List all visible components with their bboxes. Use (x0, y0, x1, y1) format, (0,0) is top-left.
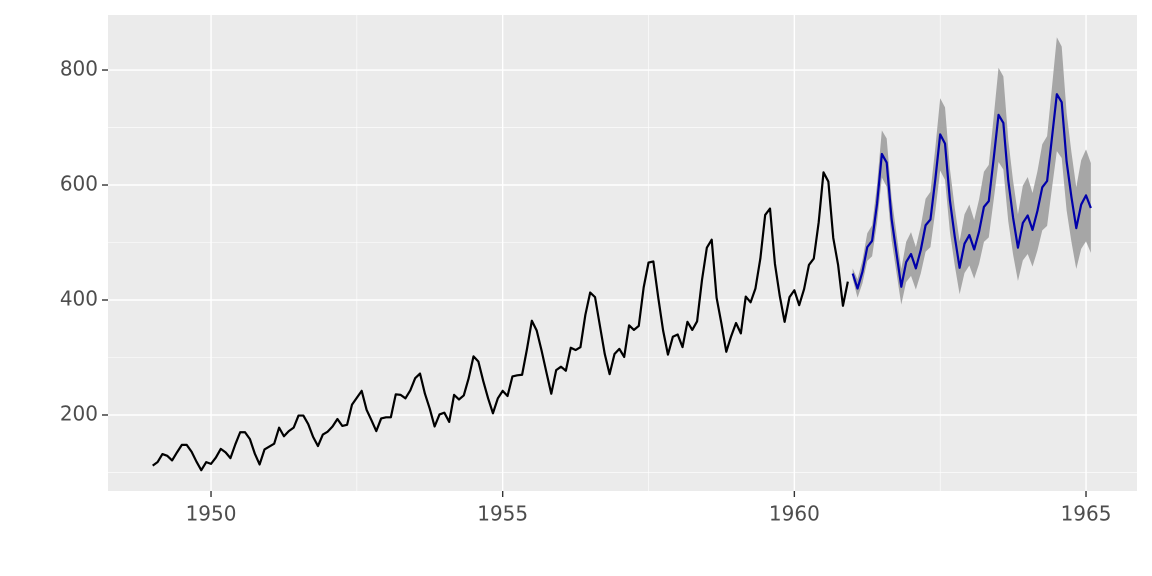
series-line (851, 93, 1092, 290)
y-tick-label: 200 (60, 401, 98, 425)
x-tick-label: 1955 (477, 502, 528, 526)
x-tick-label: 1965 (1061, 502, 1112, 526)
panel (108, 15, 1137, 491)
y-tick-label: 800 (60, 57, 98, 81)
x-tick-label: 1960 (769, 502, 820, 526)
x-tick-label: 1950 (186, 502, 237, 526)
forecast-band (852, 37, 1091, 305)
y-tick-label: 600 (60, 172, 98, 196)
series-line (152, 171, 849, 472)
y-tick-label: 400 (60, 287, 98, 311)
